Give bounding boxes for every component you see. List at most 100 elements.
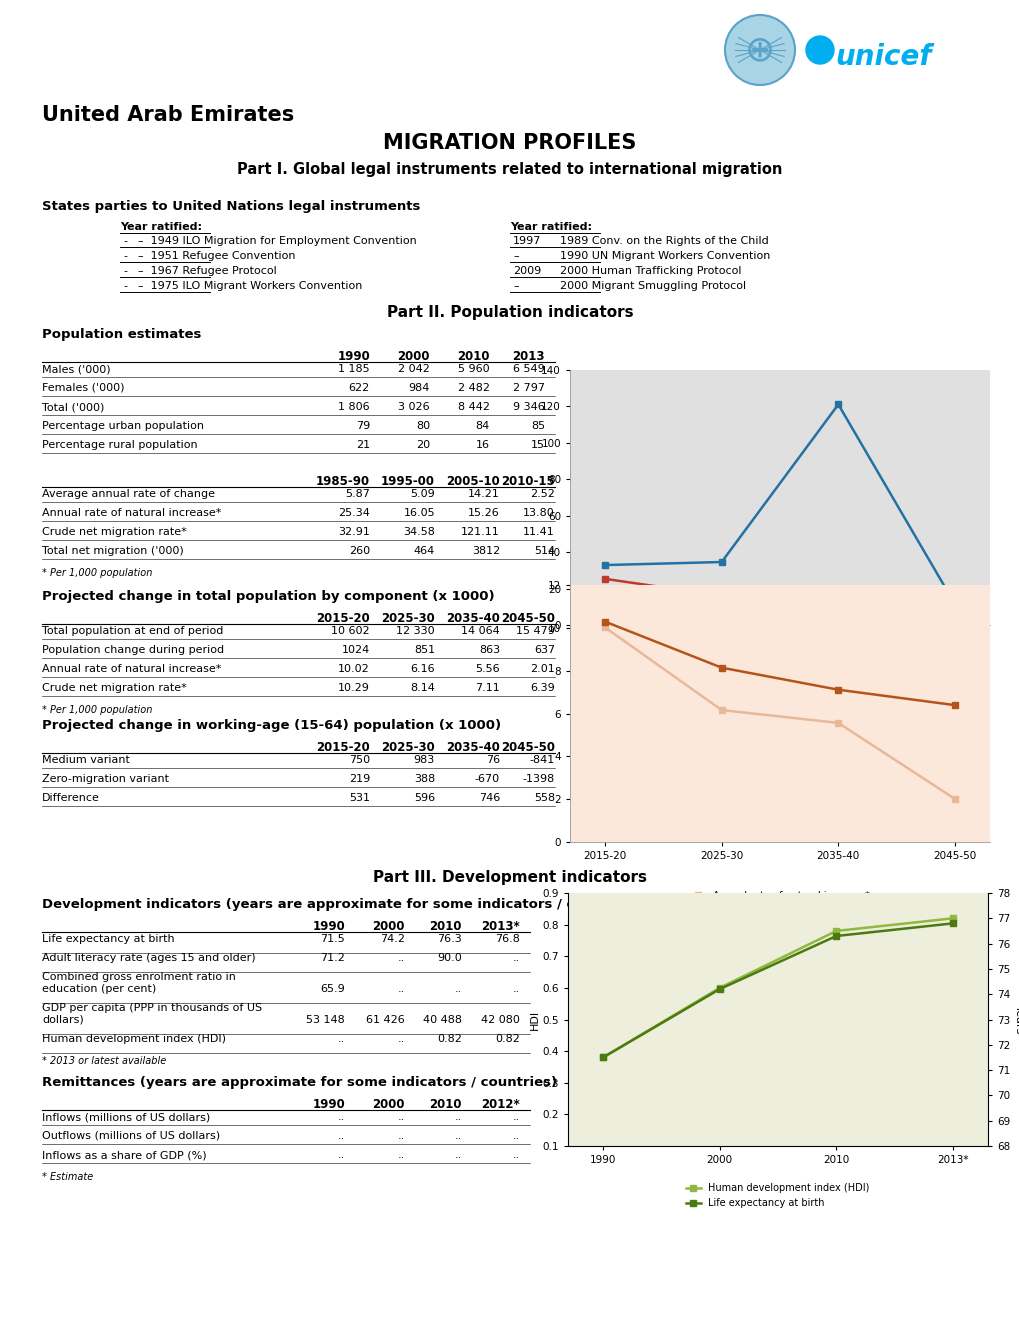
Text: 2010: 2010: [429, 1098, 462, 1111]
Y-axis label: HDI: HDI: [529, 1010, 539, 1030]
Text: 1989 Conv. on the Rights of the Child: 1989 Conv. on the Rights of the Child: [559, 236, 768, 246]
Text: 2010-15: 2010-15: [500, 475, 554, 488]
Text: 76.3: 76.3: [437, 935, 462, 944]
Text: –: –: [513, 281, 518, 290]
Text: 863: 863: [478, 645, 499, 655]
Text: 121.11: 121.11: [461, 527, 499, 537]
Text: 15: 15: [531, 440, 544, 450]
Text: 11.41: 11.41: [523, 527, 554, 537]
Text: 1990: 1990: [312, 1098, 344, 1111]
Text: Zero-migration variant: Zero-migration variant: [42, 774, 169, 784]
Text: ⊕: ⊕: [744, 33, 774, 67]
Text: -: -: [123, 267, 127, 276]
Text: 2025-30: 2025-30: [381, 612, 434, 624]
Text: Percentage urban population: Percentage urban population: [42, 421, 204, 432]
Text: 1990 UN Migrant Workers Convention: 1990 UN Migrant Workers Convention: [559, 251, 769, 261]
Text: Annual rate of natural increase*: Annual rate of natural increase*: [42, 508, 221, 517]
Text: 1990: 1990: [337, 350, 370, 363]
Text: –  1975 ILO Migrant Workers Convention: – 1975 ILO Migrant Workers Convention: [138, 281, 362, 290]
Text: 531: 531: [348, 793, 370, 803]
Text: ..: ..: [513, 1150, 520, 1160]
Text: -: -: [123, 281, 127, 290]
Text: ..: ..: [454, 1111, 462, 1122]
Text: ..: ..: [337, 1131, 344, 1140]
Text: Year ratified:: Year ratified:: [120, 222, 202, 232]
Text: ..: ..: [513, 953, 520, 964]
Text: Difference: Difference: [42, 793, 100, 803]
Text: GDP per capita (PPP in thousands of US
dollars): GDP per capita (PPP in thousands of US d…: [42, 1003, 262, 1024]
Text: 21: 21: [356, 440, 370, 450]
Text: Females ('000): Females ('000): [42, 383, 124, 393]
Text: 2010: 2010: [458, 350, 489, 363]
Text: 2.01: 2.01: [530, 664, 554, 675]
Text: ..: ..: [337, 1150, 344, 1160]
Text: MIGRATION PROFILES: MIGRATION PROFILES: [383, 133, 636, 153]
Text: 53 148: 53 148: [306, 1015, 344, 1026]
Text: Annual rate of natural increase*: Annual rate of natural increase*: [42, 664, 221, 675]
Text: 2 042: 2 042: [397, 364, 430, 374]
Text: 851: 851: [414, 645, 434, 655]
Text: 1985-90: 1985-90: [316, 475, 370, 488]
Text: 2000 Human Trafficking Protocol: 2000 Human Trafficking Protocol: [559, 267, 741, 276]
Text: Crude net migration rate*: Crude net migration rate*: [42, 682, 186, 693]
Text: 1997: 1997: [513, 236, 541, 246]
Text: 2025-30: 2025-30: [381, 741, 434, 754]
Text: Part III. Development indicators: Part III. Development indicators: [373, 870, 646, 884]
Text: 15 479: 15 479: [516, 626, 554, 636]
Text: 622: 622: [348, 383, 370, 393]
Text: 10.29: 10.29: [337, 682, 370, 693]
Text: Average annual rate of change: Average annual rate of change: [42, 488, 215, 499]
Text: 5.87: 5.87: [344, 488, 370, 499]
Text: unicef: unicef: [835, 44, 930, 71]
Text: 2010: 2010: [429, 920, 462, 933]
Text: 76.8: 76.8: [494, 935, 520, 944]
Text: ..: ..: [397, 1034, 405, 1044]
Text: Projected change in working-age (15-64) population (x 1000): Projected change in working-age (15-64) …: [42, 719, 500, 733]
Text: States parties to United Nations legal instruments: States parties to United Nations legal i…: [42, 201, 420, 213]
Text: 15.26: 15.26: [468, 508, 499, 517]
Text: 12 330: 12 330: [396, 626, 434, 636]
Text: Remittances (years are approximate for some indicators / countries): Remittances (years are approximate for s…: [42, 1076, 556, 1089]
Circle shape: [725, 15, 794, 84]
Text: ..: ..: [454, 1150, 462, 1160]
Text: Part II. Population indicators: Part II. Population indicators: [386, 305, 633, 319]
Text: * Estimate: * Estimate: [42, 1172, 93, 1181]
Text: 74.2: 74.2: [380, 935, 405, 944]
Text: Total net migration ('000): Total net migration ('000): [42, 546, 183, 556]
Text: 84: 84: [475, 421, 489, 432]
Text: 14.21: 14.21: [468, 488, 499, 499]
Text: ..: ..: [397, 953, 405, 964]
Text: Projected change in total population by component (x 1000): Projected change in total population by …: [42, 590, 494, 603]
Text: 25.34: 25.34: [337, 508, 370, 517]
Text: Inflows (millions of US dollars): Inflows (millions of US dollars): [42, 1111, 210, 1122]
Text: 596: 596: [414, 793, 434, 803]
Text: * Per 1,000 population: * Per 1,000 population: [42, 705, 152, 715]
Text: 750: 750: [348, 755, 370, 766]
Text: 2.52: 2.52: [530, 488, 554, 499]
Text: 42 080: 42 080: [481, 1015, 520, 1026]
Text: 2045-50: 2045-50: [500, 741, 554, 754]
Legend: Human development index (HDI), Life expectancy at birth: Human development index (HDI), Life expe…: [682, 1179, 873, 1212]
Text: 10 602: 10 602: [331, 626, 370, 636]
Text: 2012*: 2012*: [481, 1098, 520, 1111]
Text: 10.02: 10.02: [338, 664, 370, 675]
Text: 5.09: 5.09: [410, 488, 434, 499]
Text: Total ('000): Total ('000): [42, 403, 104, 412]
Text: Year ratified:: Year ratified:: [510, 222, 591, 232]
Text: -: -: [123, 251, 127, 261]
Text: 983: 983: [414, 755, 434, 766]
Text: 558: 558: [533, 793, 554, 803]
Text: 32.91: 32.91: [337, 527, 370, 537]
Text: 7.11: 7.11: [475, 682, 499, 693]
Text: -1398: -1398: [522, 774, 554, 784]
Text: 6 549: 6 549: [513, 364, 544, 374]
Text: Human development index (HDI): Human development index (HDI): [42, 1034, 226, 1044]
Text: 5.56: 5.56: [475, 664, 499, 675]
Text: 20: 20: [416, 440, 430, 450]
Text: 40 488: 40 488: [423, 1015, 462, 1026]
Text: 2009: 2009: [513, 267, 541, 276]
Text: 2000: 2000: [372, 1098, 405, 1111]
Text: 514: 514: [533, 546, 554, 556]
Text: 2015-20: 2015-20: [316, 612, 370, 624]
Text: 3812: 3812: [471, 546, 499, 556]
